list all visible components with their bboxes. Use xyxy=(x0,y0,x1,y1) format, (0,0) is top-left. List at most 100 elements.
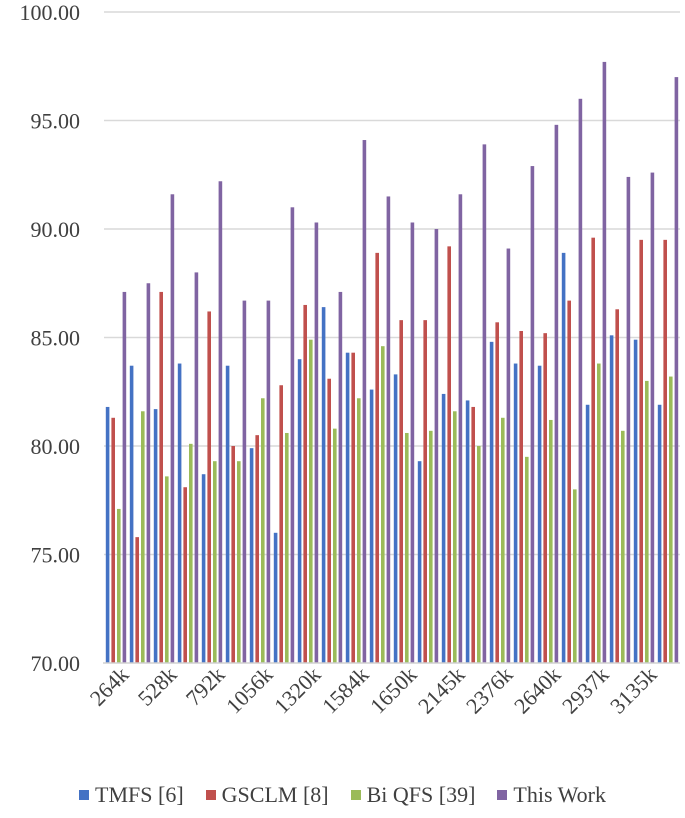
legend-label: This Work xyxy=(513,782,606,807)
bar xyxy=(561,252,566,663)
bar xyxy=(237,461,241,663)
bar xyxy=(207,311,211,663)
bar xyxy=(597,363,601,663)
bar xyxy=(290,207,295,664)
bar xyxy=(327,378,331,663)
x-axis-tick-labels: 264k 528k 792k1056k1320k1584k1650k2145k237… xyxy=(85,662,662,719)
bar xyxy=(321,307,326,663)
bar xyxy=(657,404,662,663)
y-tick-label: 85.00 xyxy=(31,326,81,351)
bar xyxy=(314,222,319,664)
bar xyxy=(117,508,121,663)
y-tick-label: 100.00 xyxy=(20,0,81,25)
bar xyxy=(674,77,679,664)
bar xyxy=(297,359,302,663)
bar xyxy=(447,246,451,664)
bar xyxy=(194,272,199,663)
bar xyxy=(165,476,169,663)
bar xyxy=(273,532,278,663)
legend-item: Bi QFS [39] xyxy=(350,782,476,808)
bar xyxy=(285,432,289,663)
bar xyxy=(567,300,571,663)
bar xyxy=(159,291,163,663)
y-tick-label: 95.00 xyxy=(31,109,81,134)
bar xyxy=(170,194,175,663)
bar xyxy=(621,430,625,663)
bar xyxy=(231,446,235,663)
bar xyxy=(519,330,523,663)
bar xyxy=(465,400,470,663)
bar xyxy=(129,365,134,663)
bar xyxy=(218,181,223,663)
legend-label: Bi QFS [39] xyxy=(366,782,476,807)
bar xyxy=(153,409,158,663)
bar xyxy=(585,404,590,663)
bar xyxy=(266,300,271,663)
bar xyxy=(530,166,535,663)
bar xyxy=(477,446,481,663)
bar xyxy=(189,443,193,663)
x-tick-label: 2640k xyxy=(509,662,566,719)
bar xyxy=(639,239,643,663)
x-tick-label: 1584k xyxy=(317,662,374,719)
bar xyxy=(495,322,499,663)
bar xyxy=(362,140,367,663)
bar xyxy=(375,252,379,663)
bar xyxy=(122,291,127,663)
bar xyxy=(255,435,259,663)
bar xyxy=(183,487,187,663)
bar xyxy=(471,406,475,663)
bar xyxy=(537,365,542,663)
y-tick-label: 80.00 xyxy=(31,434,81,459)
bar xyxy=(573,489,577,663)
bar xyxy=(351,352,355,663)
bar xyxy=(261,398,265,663)
y-axis-tick-labels: 70.00 75.00 80.00 85.00 90.00 95.00 100.00 xyxy=(20,0,81,676)
legend-item: TMFS [6] xyxy=(79,782,184,808)
bar xyxy=(602,61,607,664)
bar xyxy=(225,365,230,663)
bar xyxy=(626,176,631,664)
bar xyxy=(429,430,433,663)
bar xyxy=(591,237,595,663)
x-tick-label: 1056k xyxy=(221,662,278,719)
bars xyxy=(105,61,679,664)
x-tick-label: 2145k xyxy=(413,662,470,719)
x-tick-label: 528k xyxy=(133,662,182,711)
bar xyxy=(213,461,217,663)
bar xyxy=(513,363,518,663)
bar xyxy=(578,98,583,664)
bar xyxy=(303,304,307,663)
bar xyxy=(609,335,614,663)
bar xyxy=(549,419,553,663)
gridlines xyxy=(104,11,680,556)
bar xyxy=(381,346,385,663)
bar xyxy=(399,320,403,663)
bar xyxy=(338,291,343,663)
bar xyxy=(453,411,457,663)
bar xyxy=(417,461,422,663)
bar xyxy=(650,172,655,663)
legend: TMFS [6] GSCLM [8] Bi QFS [39] This Work xyxy=(0,782,685,808)
x-tick-label: 1650k xyxy=(365,662,422,719)
bar xyxy=(554,124,559,664)
bar xyxy=(146,283,151,663)
legend-swatch xyxy=(205,790,216,800)
x-tick-label: 2937k xyxy=(557,662,614,719)
legend-label: GSCLM [8] xyxy=(221,782,329,807)
bar xyxy=(309,339,313,663)
bar xyxy=(441,393,446,663)
bar xyxy=(141,411,145,663)
bar xyxy=(357,398,361,663)
bar xyxy=(177,363,182,663)
bar xyxy=(105,406,110,663)
bar xyxy=(458,194,463,663)
bar xyxy=(386,196,391,663)
bar xyxy=(506,248,511,663)
bar xyxy=(501,417,505,663)
bar xyxy=(201,474,206,663)
bar xyxy=(242,300,247,663)
legend-swatch xyxy=(79,790,90,800)
bar xyxy=(249,448,254,663)
